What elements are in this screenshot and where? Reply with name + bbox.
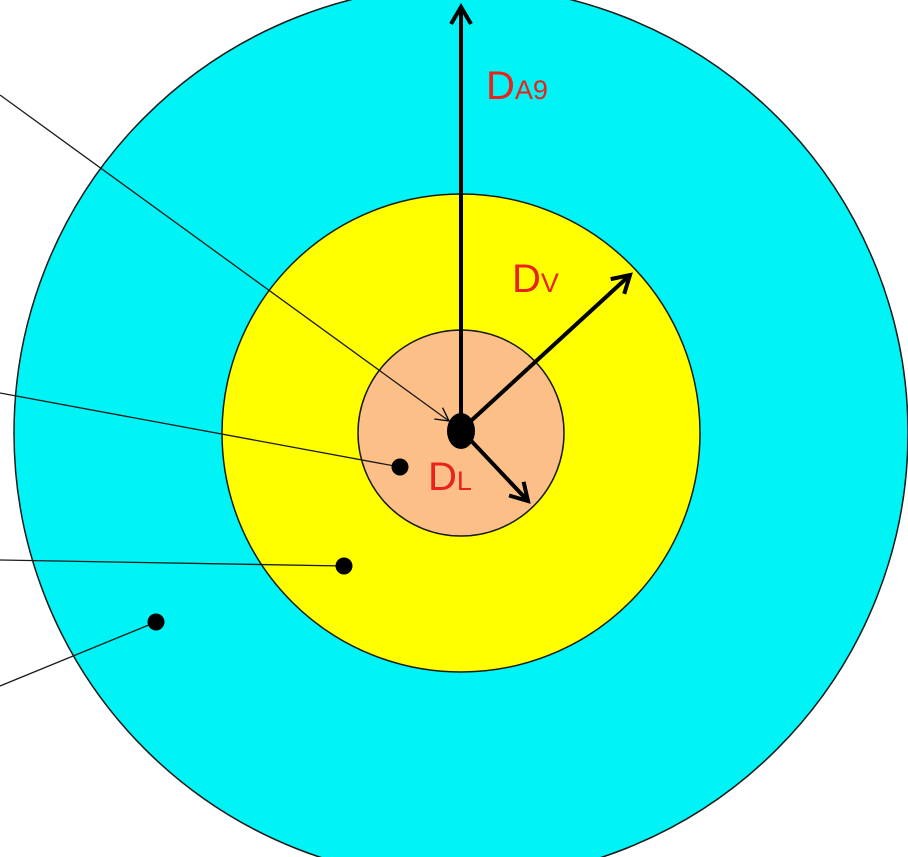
middle-radius-arrow (459, 272, 633, 432)
leader-line-inner (0, 392, 401, 468)
leader-line-middle (0, 559, 345, 567)
leader-line-outer (0, 621, 157, 687)
inner-zone-dot (391, 458, 409, 476)
outer-zone-dot (147, 613, 165, 631)
outer-radius-label: DA9 (486, 64, 548, 108)
leader-line-center (0, 94, 451, 422)
middle-radius-label: DV (512, 257, 559, 301)
center-source-point (447, 413, 475, 449)
inner-radius-label: DL (428, 455, 472, 499)
middle-zone-dot (335, 557, 353, 575)
